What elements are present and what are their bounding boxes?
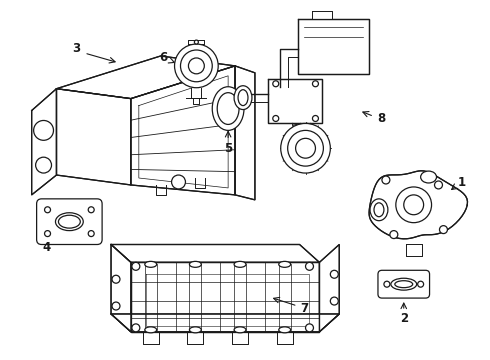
Polygon shape [369, 171, 467, 239]
Circle shape [88, 231, 94, 237]
Text: 1: 1 [457, 176, 465, 189]
Circle shape [34, 121, 53, 140]
Ellipse shape [217, 93, 239, 125]
FancyBboxPatch shape [378, 270, 430, 298]
Polygon shape [131, 66, 235, 195]
Circle shape [281, 123, 330, 173]
Text: 6: 6 [160, 51, 168, 64]
Text: 8: 8 [377, 112, 385, 125]
Polygon shape [56, 56, 235, 99]
Circle shape [440, 226, 447, 234]
Circle shape [273, 81, 279, 87]
Circle shape [273, 116, 279, 121]
Text: 4: 4 [43, 241, 50, 254]
Ellipse shape [145, 261, 157, 267]
Circle shape [382, 176, 390, 184]
Polygon shape [111, 244, 131, 332]
Polygon shape [188, 332, 203, 344]
Circle shape [306, 324, 314, 332]
Ellipse shape [391, 278, 416, 290]
Circle shape [189, 58, 204, 74]
Ellipse shape [55, 213, 83, 231]
Circle shape [330, 270, 338, 278]
Ellipse shape [238, 90, 248, 105]
Circle shape [112, 302, 120, 310]
Ellipse shape [370, 199, 388, 221]
Circle shape [390, 231, 398, 239]
Polygon shape [297, 19, 369, 74]
Ellipse shape [212, 87, 244, 130]
Circle shape [404, 195, 424, 215]
Circle shape [180, 50, 212, 82]
Polygon shape [232, 332, 248, 344]
Text: 7: 7 [300, 302, 309, 315]
Circle shape [313, 116, 318, 121]
Polygon shape [313, 11, 332, 19]
Ellipse shape [234, 327, 246, 333]
Polygon shape [268, 79, 322, 123]
Ellipse shape [145, 327, 157, 333]
Ellipse shape [420, 171, 437, 183]
Circle shape [172, 175, 185, 189]
Circle shape [435, 181, 442, 189]
Circle shape [112, 275, 120, 283]
Ellipse shape [58, 215, 80, 228]
Ellipse shape [374, 203, 384, 217]
Circle shape [132, 262, 140, 270]
Polygon shape [143, 332, 159, 344]
Circle shape [174, 44, 218, 88]
Ellipse shape [279, 261, 291, 267]
Circle shape [195, 40, 198, 44]
Circle shape [132, 324, 140, 332]
Ellipse shape [234, 86, 252, 109]
Circle shape [288, 130, 323, 166]
Ellipse shape [190, 327, 201, 333]
Circle shape [396, 187, 432, 223]
Text: 5: 5 [224, 142, 232, 155]
Circle shape [417, 281, 424, 287]
Ellipse shape [190, 261, 201, 267]
Text: 2: 2 [400, 312, 408, 325]
Polygon shape [406, 244, 421, 256]
Circle shape [36, 157, 51, 173]
Polygon shape [319, 244, 339, 332]
Circle shape [45, 207, 50, 213]
Ellipse shape [234, 261, 246, 267]
Polygon shape [56, 89, 131, 185]
Text: 3: 3 [72, 41, 80, 54]
Circle shape [313, 81, 318, 87]
Polygon shape [111, 314, 339, 332]
Polygon shape [235, 66, 255, 200]
Polygon shape [277, 332, 293, 344]
Circle shape [306, 262, 314, 270]
FancyBboxPatch shape [37, 199, 102, 244]
Circle shape [295, 138, 316, 158]
Circle shape [330, 297, 338, 305]
Circle shape [45, 231, 50, 237]
Circle shape [88, 207, 94, 213]
Polygon shape [131, 262, 319, 332]
Circle shape [384, 281, 390, 287]
Polygon shape [111, 244, 319, 262]
Ellipse shape [279, 327, 291, 333]
Polygon shape [32, 89, 56, 195]
Ellipse shape [395, 281, 413, 288]
Polygon shape [189, 40, 204, 44]
